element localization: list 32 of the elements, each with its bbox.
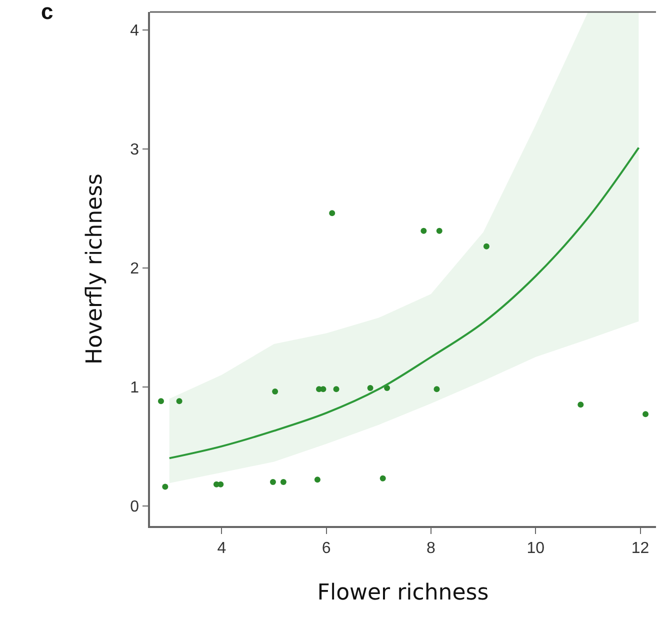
point	[380, 475, 386, 482]
point	[436, 228, 442, 234]
point	[483, 243, 490, 250]
y-tick-label: 0	[130, 498, 140, 516]
point	[162, 484, 168, 490]
x-tick-label: 4	[217, 540, 226, 557]
point	[642, 411, 649, 418]
point	[270, 478, 276, 485]
x-tick-label: 6	[322, 540, 331, 557]
point	[434, 386, 440, 392]
x-axis-title: Flower richness	[317, 580, 489, 606]
point	[420, 228, 427, 234]
point	[176, 398, 182, 404]
point	[314, 476, 320, 483]
point	[272, 388, 278, 395]
text: c	[41, 0, 54, 24]
y-axis-title: Hoverfly richness	[82, 173, 108, 365]
point	[367, 384, 374, 391]
point	[333, 386, 340, 392]
x-tick-label: 10	[526, 540, 545, 557]
y-tick-label: 1	[130, 379, 140, 396]
point	[158, 398, 164, 404]
point	[578, 402, 584, 408]
y-tick-label: 2	[130, 260, 140, 278]
point	[280, 478, 286, 485]
point	[384, 384, 390, 391]
y-tick-label: 4	[130, 22, 140, 40]
point	[329, 210, 336, 216]
x-tick-label: 12	[631, 540, 650, 557]
y-tick-label: 3	[130, 141, 140, 158]
x-tick-label: 8	[426, 540, 436, 557]
line-series	[168, 146, 640, 460]
